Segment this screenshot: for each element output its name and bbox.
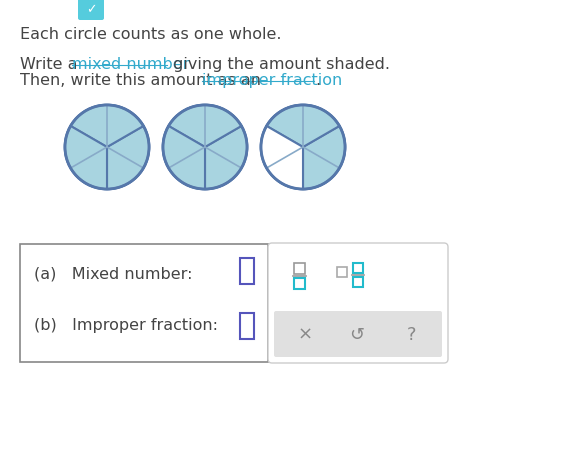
Circle shape [163,106,247,189]
Circle shape [261,106,345,189]
FancyBboxPatch shape [78,0,104,21]
Bar [294,278,305,289]
Wedge shape [168,106,242,148]
Bar [353,263,363,274]
Text: mixed number: mixed number [72,57,190,72]
Wedge shape [261,127,303,189]
Text: ×: × [297,325,312,343]
Text: (b)   Improper fraction:: (b) Improper fraction: [34,317,218,332]
Text: Write a: Write a [20,57,82,72]
Text: giving the amount shaded.: giving the amount shaded. [168,57,390,72]
FancyBboxPatch shape [20,244,268,362]
Bar [337,268,347,277]
Wedge shape [71,106,143,148]
Bar [353,277,363,288]
Text: ↺: ↺ [349,325,364,343]
Text: .: . [315,73,320,88]
Wedge shape [205,127,247,189]
Wedge shape [303,127,345,189]
Text: (a)   Mixed number:: (a) Mixed number: [34,266,192,282]
Text: Then, write this amount as an: Then, write this amount as an [20,73,266,88]
Bar [294,263,305,275]
FancyBboxPatch shape [240,258,254,284]
FancyBboxPatch shape [274,311,442,357]
Wedge shape [163,127,205,189]
Wedge shape [267,106,339,148]
FancyBboxPatch shape [240,313,254,339]
Wedge shape [107,127,149,189]
FancyBboxPatch shape [268,244,448,363]
Wedge shape [65,127,107,189]
Text: ✓: ✓ [86,4,97,17]
Text: Each circle counts as one whole.: Each circle counts as one whole. [20,27,281,42]
Text: improper fraction: improper fraction [202,73,342,88]
Text: ?: ? [407,325,417,343]
Circle shape [65,106,149,189]
